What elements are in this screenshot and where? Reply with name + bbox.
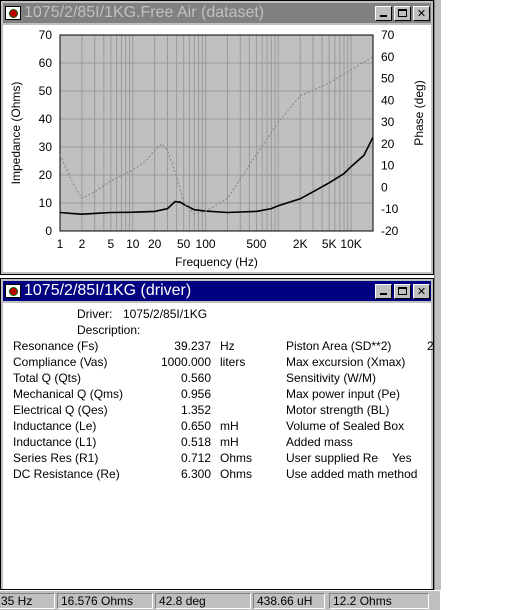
x-tick-label: 2K — [293, 237, 308, 251]
param-value: 1.352 — [180, 403, 211, 417]
param-label-right: Max excursion (Xmax) — [286, 355, 406, 369]
y-tick-label: 50 — [39, 84, 53, 98]
window-edge-scrollbar[interactable] — [434, 0, 441, 590]
param-label-right: Volume of Sealed Box — [286, 419, 405, 433]
status-impedance: 16.576 Ohms — [57, 593, 153, 609]
x-axis-label: Frequency (Hz) — [175, 255, 258, 269]
status-phase: 42.8 deg — [155, 593, 251, 609]
x-tick-label: 500 — [246, 237, 266, 251]
param-label-right: Use added math method — [286, 467, 418, 481]
param-value-right: 2 — [427, 339, 434, 353]
maximize-button[interactable] — [394, 5, 411, 21]
y2-tick-label: 20 — [381, 137, 395, 151]
x-tick-label: 50 — [177, 237, 191, 251]
phase-series-line — [59, 56, 374, 215]
driver-label: Driver: — [77, 307, 113, 321]
param-unit: mH — [220, 435, 239, 449]
close-button[interactable]: ✕ — [413, 5, 430, 21]
y-tick-label: 10 — [39, 196, 53, 210]
app-icon[interactable] — [5, 6, 21, 20]
minimize-button[interactable] — [375, 5, 392, 21]
param-label: Total Q (Qts) — [13, 371, 82, 385]
minimize-button[interactable] — [375, 283, 392, 299]
param-value: 6.300 — [180, 467, 211, 481]
param-label-right: Piston Area (SD**2) — [286, 339, 392, 353]
driver-value: 1075/2/85I/1KG — [123, 307, 208, 321]
param-label-right: Max power input (Pe) — [286, 387, 401, 401]
y2-tick-label: 30 — [381, 115, 395, 129]
status-ohms: 12.2 Ohms — [329, 593, 429, 609]
x-tick-label: 10 — [126, 237, 140, 251]
param-label-right: Sensitivity (W/M) — [286, 371, 376, 385]
param-value: 0.712 — [180, 451, 211, 465]
y-tick-label: 70 — [39, 28, 53, 42]
driver-properties: Driver: 1075/2/85I/1KG Description: Reso… — [3, 303, 434, 589]
status-bar: 35 Hz 16.576 Ohms 42.8 deg 438.66 uH 12.… — [0, 590, 440, 610]
y-axis-label: Impedance (Ohms) — [9, 82, 23, 185]
plot-background — [60, 35, 373, 231]
y-tick-label: 30 — [39, 140, 53, 154]
x-tick-label: 5 — [108, 237, 115, 251]
driver-window[interactable]: 1075/2/85I/1KG (driver) ✕ Driver: 1075/2… — [0, 278, 434, 590]
y2-tick-label: 10 — [381, 159, 395, 173]
graph-window[interactable]: 1075/2/85I/1KG.Free Air (dataset) ✕ 0 10 2… — [0, 0, 434, 275]
y-tick-label: 40 — [39, 112, 53, 126]
param-unit: Ohms — [220, 451, 253, 465]
y2-tick-label: -20 — [381, 224, 399, 238]
param-value: 0.650 — [180, 419, 211, 433]
y2-tick-label: 0 — [381, 180, 388, 194]
x-tick-label: 1 — [57, 237, 64, 251]
param-value: 39.237 — [174, 339, 211, 353]
y2-tick-label: 50 — [381, 72, 395, 86]
graph-window-titlebar[interactable]: 1075/2/85I/1KG.Free Air (dataset) ✕ — [3, 3, 431, 23]
close-button[interactable]: ✕ — [413, 283, 430, 299]
y-tick-label: 60 — [39, 56, 53, 70]
y-tick-label: 0 — [45, 224, 52, 238]
param-value: 0.560 — [180, 371, 211, 385]
status-frequency: 35 Hz — [0, 593, 55, 609]
y2-tick-label: 40 — [381, 93, 395, 107]
app-icon[interactable] — [5, 284, 21, 298]
graph-client-area: 0 10 20 30 40 50 60 70 -20 -10 0 10 20 30 40 50 60 70 1 2 5 1… — [3, 25, 431, 272]
param-label: Compliance (Vas) — [13, 355, 108, 369]
param-label-right: Motor strength (BL) — [286, 403, 390, 417]
param-label: Inductance (Le) — [13, 419, 97, 433]
param-value: 0.518 — [180, 435, 211, 449]
param-label: Mechanical Q (Qms) — [13, 387, 124, 401]
param-label: DC Resistance (Re) — [13, 467, 120, 481]
param-value: 0.956 — [180, 387, 211, 401]
param-label: Electrical Q (Qes) — [13, 403, 108, 417]
y2-tick-label: 60 — [381, 50, 395, 64]
param-label: Resonance (Fs) — [13, 339, 99, 353]
description-label: Description: — [77, 323, 141, 337]
y2-axis-label: Phase (deg) — [412, 80, 426, 145]
param-value-right: Yes — [392, 451, 412, 465]
param-unit: liters — [220, 355, 246, 369]
x-tick-label: 20 — [148, 237, 162, 251]
x-tick-label: 2 — [79, 237, 86, 251]
param-value: 1000.000 — [160, 355, 211, 369]
param-unit: mH — [220, 419, 239, 433]
status-inductance: 438.66 uH — [253, 593, 325, 609]
maximize-button[interactable] — [394, 283, 411, 299]
y2-tick-label: 70 — [381, 28, 395, 42]
param-label: Inductance (L1) — [13, 435, 97, 449]
param-label: Series Res (R1) — [13, 451, 99, 465]
x-tick-label: 10K — [340, 237, 361, 251]
driver-window-title: 1075/2/85I/1KG (driver) — [24, 282, 192, 299]
param-unit: Hz — [220, 339, 235, 353]
param-label-right: User supplied Re — [286, 451, 379, 465]
param-unit: Ohms — [220, 467, 253, 481]
driver-window-titlebar[interactable]: 1075/2/85I/1KG (driver) ✕ — [3, 281, 431, 301]
x-tick-label: 100 — [196, 237, 216, 251]
x-tick-label: 5K — [322, 237, 337, 251]
plot-frame — [59, 34, 374, 232]
graph-window-title: 1075/2/85I/1KG.Free Air (dataset) — [24, 4, 265, 21]
y2-tick-label: -10 — [381, 202, 399, 216]
y-tick-label: 20 — [39, 168, 53, 182]
param-label-right: Added mass — [286, 435, 353, 449]
impedance-series-line — [59, 136, 374, 216]
